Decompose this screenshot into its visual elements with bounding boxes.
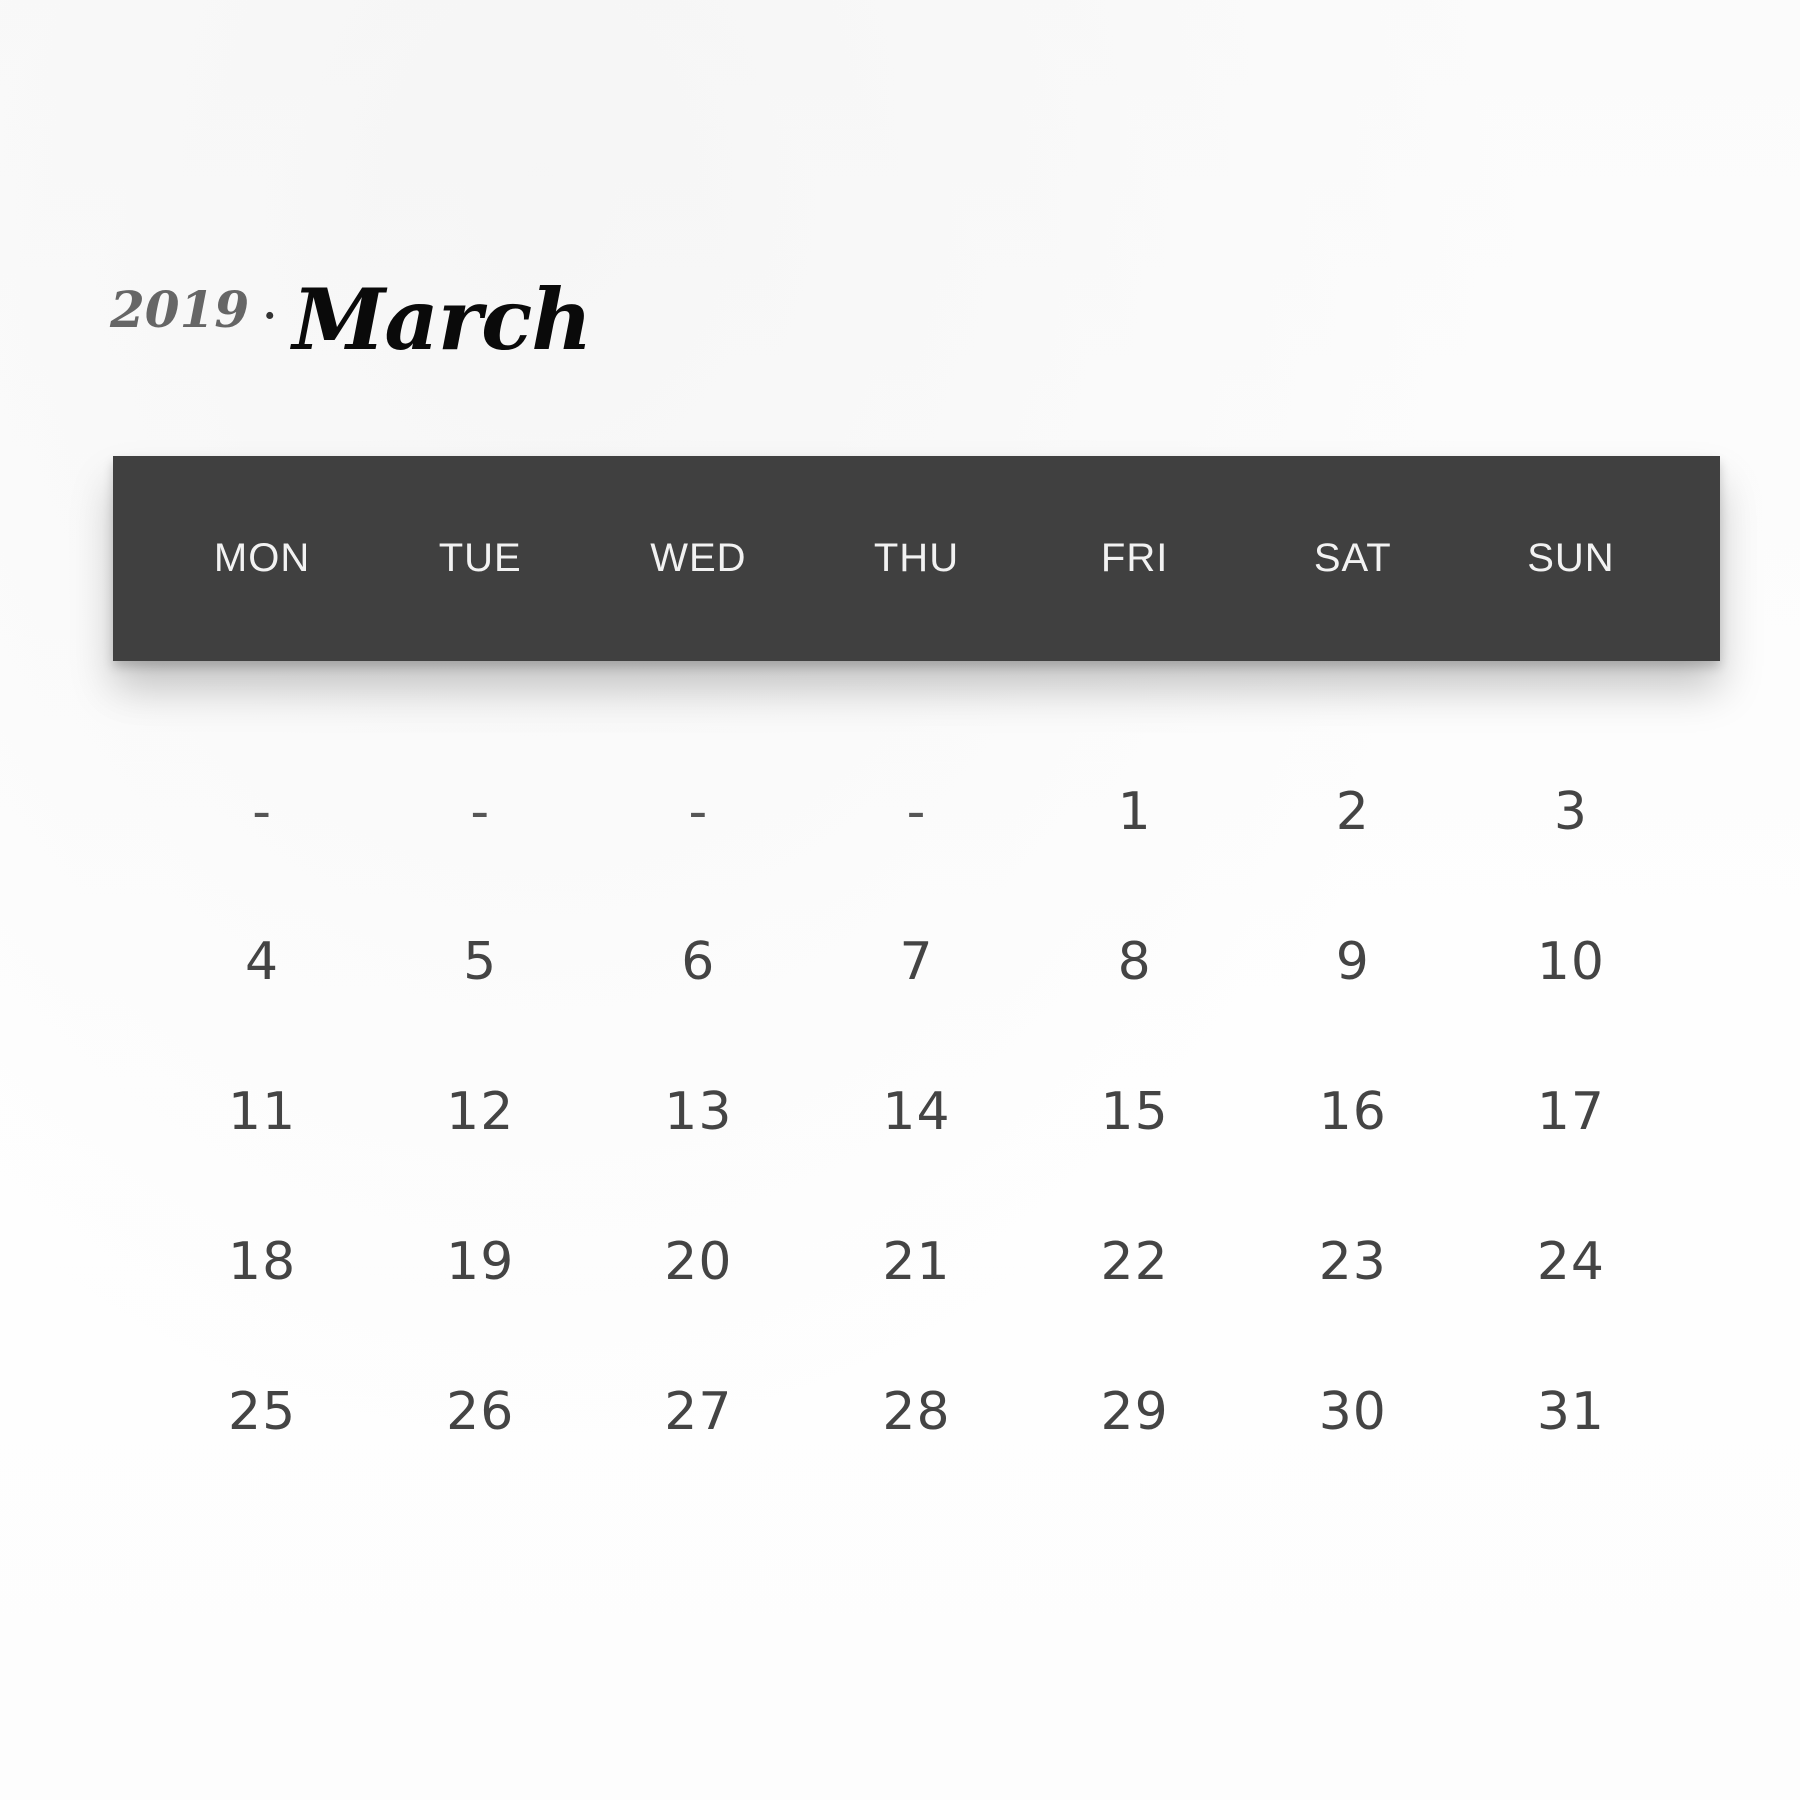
- day-cell[interactable]: 6: [681, 932, 716, 992]
- weekday-fri: FRI: [1100, 536, 1169, 580]
- day-cell[interactable]: 26: [446, 1382, 515, 1442]
- day-cell[interactable]: 24: [1536, 1232, 1605, 1292]
- day-cell[interactable]: 5: [463, 932, 498, 992]
- day-cell[interactable]: 25: [227, 1382, 297, 1442]
- title-separator: ·: [263, 293, 277, 338]
- day-cell[interactable]: 23: [1318, 1232, 1387, 1292]
- empty-day-cell: -: [470, 782, 491, 842]
- day-cell[interactable]: 4: [245, 932, 280, 992]
- day-cell[interactable]: 29: [1100, 1382, 1169, 1442]
- day-cell[interactable]: 14: [882, 1082, 951, 1142]
- day-cell[interactable]: 17: [1536, 1082, 1605, 1142]
- day-cell[interactable]: 20: [664, 1232, 733, 1292]
- day-cell[interactable]: 9: [1335, 932, 1370, 992]
- day-cell[interactable]: 16: [1318, 1082, 1387, 1142]
- day-cell[interactable]: 11: [227, 1082, 297, 1142]
- day-cell[interactable]: 18: [227, 1232, 297, 1292]
- weekday-sun: SUN: [1527, 536, 1615, 580]
- year-label: 2019: [110, 280, 250, 339]
- day-cell[interactable]: 31: [1536, 1382, 1605, 1442]
- empty-day-cell: -: [688, 782, 709, 842]
- weekday-header-bar: MON TUE WED THU FRI SAT SUN: [113, 456, 1720, 661]
- calendar-day-grid: - - - -1 2 3 4 5 6 7 8 9 10 11 12 13 14 15 16 17 18 19 20 21 22 2…: [153, 760, 1680, 1510]
- month-label: March: [292, 270, 592, 369]
- day-cell[interactable]: 19: [446, 1232, 515, 1292]
- empty-day-cell: -: [252, 782, 272, 842]
- day-cell[interactable]: 21: [882, 1232, 951, 1292]
- day-cell[interactable]: 15: [1100, 1082, 1169, 1142]
- weekday-tue: TUE: [438, 536, 522, 580]
- day-cell[interactable]: 1: [1117, 782, 1152, 842]
- day-cell[interactable]: 7: [899, 932, 934, 992]
- day-cell[interactable]: 22: [1100, 1232, 1169, 1292]
- day-cell[interactable]: 30: [1318, 1382, 1387, 1442]
- day-cell[interactable]: 3: [1553, 782, 1588, 842]
- day-cell[interactable]: 8: [1117, 932, 1152, 992]
- day-cell[interactable]: 28: [882, 1382, 951, 1442]
- day-cell[interactable]: 12: [446, 1082, 515, 1142]
- weekday-thu: THU: [873, 536, 960, 580]
- day-cell[interactable]: 27: [664, 1382, 733, 1442]
- day-cell[interactable]: 10: [1536, 932, 1605, 992]
- day-cell[interactable]: 13: [664, 1082, 733, 1142]
- weekday-sat: SAT: [1313, 536, 1392, 580]
- weekday-mon: MON: [213, 536, 311, 580]
- calendar-title: 2019 · March: [110, 270, 592, 400]
- empty-day-cell: -: [906, 782, 927, 842]
- weekday-wed: WED: [650, 536, 747, 580]
- day-cell[interactable]: 2: [1335, 782, 1370, 842]
